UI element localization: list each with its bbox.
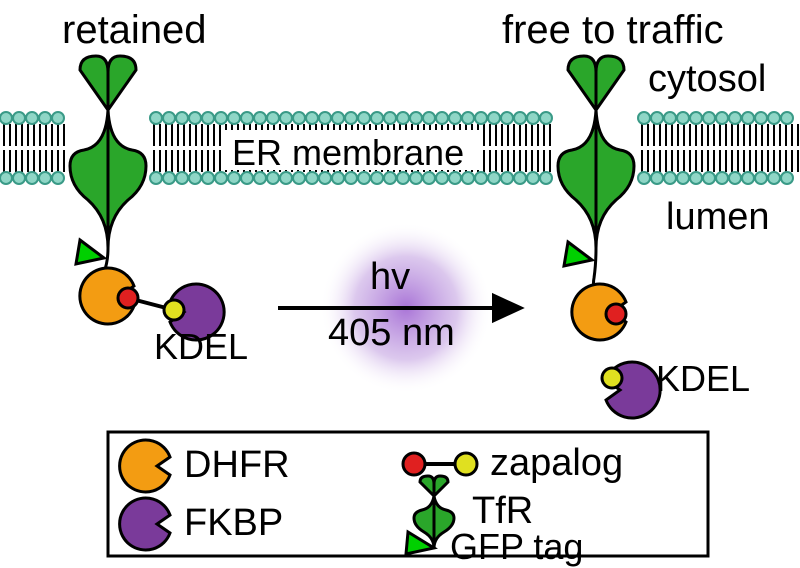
legend-gfp-label: GFP tag: [450, 526, 583, 568]
gfp-left: [76, 240, 104, 264]
tfr-left: [70, 56, 146, 248]
label-wavelength: 405 nm: [328, 312, 455, 355]
legend-dhfr-icon: [120, 440, 170, 492]
legend-zapalog-icon: [403, 453, 477, 475]
label-cytosol: cytosol: [648, 58, 766, 101]
label-kdel-left: KDEL: [154, 326, 248, 368]
legend-tfr-icon: [414, 476, 454, 548]
diagram-stage: retained free to traffic cytosol ER memb…: [0, 0, 800, 566]
legend-dhfr-label: DHFR: [184, 444, 290, 487]
legend-fkbp-label: FKBP: [184, 502, 283, 545]
label-er-membrane: ER membrane: [232, 132, 464, 174]
zapalog-red-right: [606, 304, 626, 324]
label-retained: retained: [62, 8, 207, 53]
zapalog-yellow-right: [602, 368, 622, 388]
legend-fkbp-icon: [120, 498, 170, 550]
label-kdel-right: KDEL: [656, 358, 750, 400]
label-free-to-traffic: free to traffic: [502, 8, 724, 53]
label-lumen: lumen: [666, 196, 770, 239]
legend-zapalog-label: zapalog: [490, 442, 623, 485]
tfr-right: [558, 56, 634, 248]
label-hv: hv: [370, 256, 410, 299]
gfp-right: [564, 242, 592, 266]
